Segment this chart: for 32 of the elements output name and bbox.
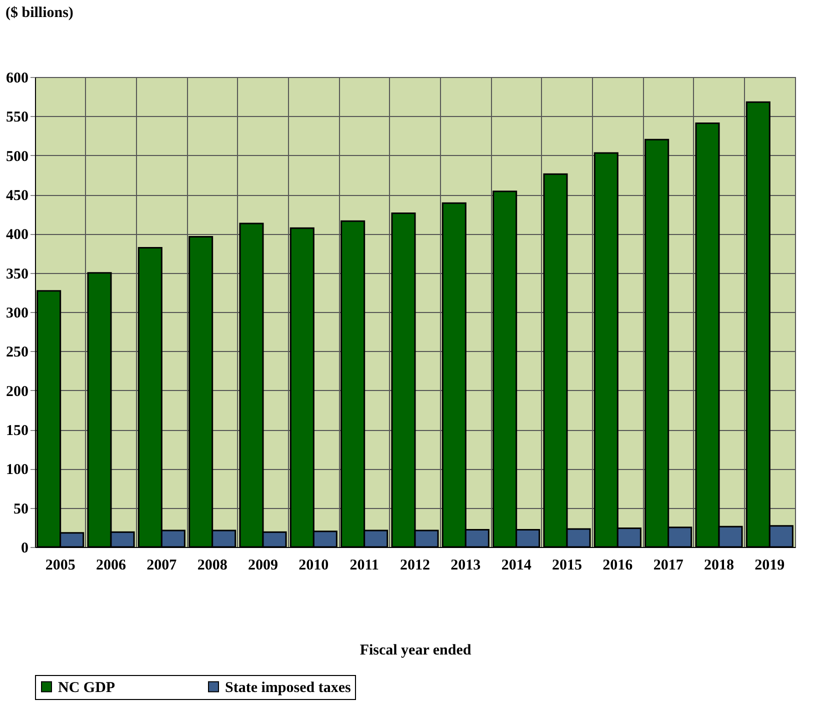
x-tick-label: 2019 <box>754 558 785 574</box>
y-tick-label: 200 <box>6 384 28 400</box>
y-tick-label: 0 <box>21 540 28 556</box>
x-axis-title: Fiscal year ended <box>360 642 472 658</box>
x-tick-label: 2016 <box>602 558 634 574</box>
x-tick-label: 2006 <box>96 558 126 574</box>
x-tick-label: 2017 <box>653 558 684 574</box>
y-tick-label: 50 <box>14 501 28 518</box>
legend-label: State imposed taxes <box>225 680 351 696</box>
y-tick-label: 150 <box>6 423 28 439</box>
x-tick-label: 2010 <box>298 558 329 574</box>
x-tick-label: 2018 <box>704 558 734 574</box>
y-tick-label: 300 <box>6 306 28 322</box>
y-tick-label: 500 <box>6 148 28 165</box>
x-tick-label: 2007 <box>146 558 178 574</box>
legend-label: NC GDP <box>58 680 116 696</box>
y-tick-label: 250 <box>6 344 28 361</box>
x-tick-label: 2013 <box>450 558 481 574</box>
x-tick-label: 2005 <box>45 558 76 574</box>
y-tick-label: 550 <box>6 110 28 126</box>
y-tick-label: 400 <box>6 227 28 244</box>
x-tick-label: 2014 <box>501 558 532 574</box>
y-tick-label: 100 <box>6 462 28 478</box>
chart-title: ($ billions) <box>6 5 74 21</box>
x-tick-label: 2009 <box>248 558 278 574</box>
x-tick-label: 2011 <box>350 558 379 574</box>
x-tick-label: 2015 <box>552 558 582 574</box>
y-tick-label: 600 <box>6 70 28 86</box>
x-tick-label: 2012 <box>400 558 430 574</box>
y-tick-label: 450 <box>6 188 28 204</box>
x-tick-label: 2008 <box>197 558 228 574</box>
y-tick-label: 350 <box>6 266 28 282</box>
